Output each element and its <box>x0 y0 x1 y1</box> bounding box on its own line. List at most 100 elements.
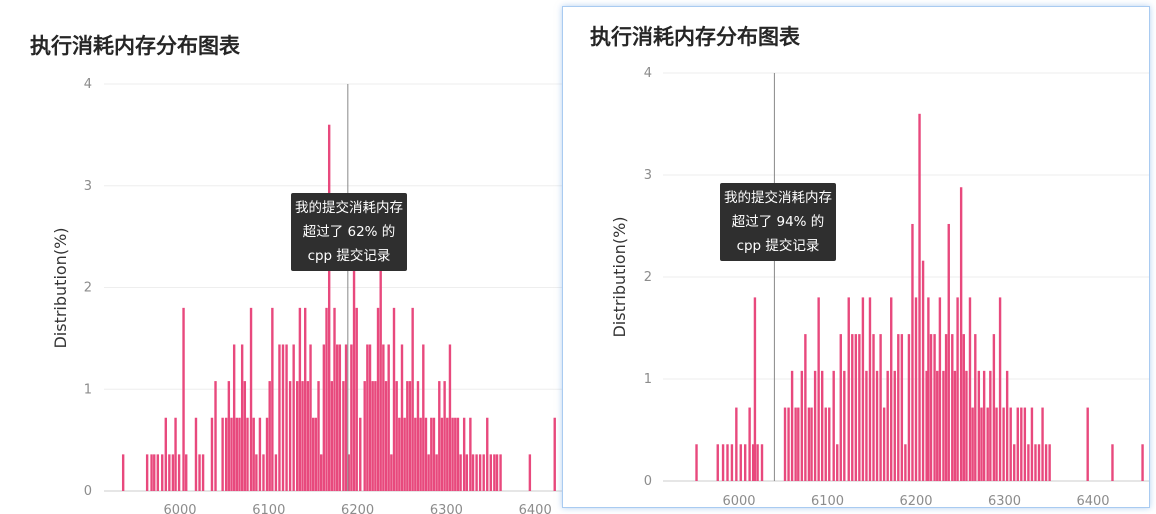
histogram-bar <box>440 417 444 491</box>
histogram-bar <box>951 334 954 481</box>
histogram-bar <box>695 444 698 481</box>
x-tick-label: 6400 <box>519 503 552 514</box>
histogram-bar <box>968 297 972 481</box>
histogram-bar <box>824 407 827 481</box>
histogram-bar <box>319 454 323 491</box>
histogram-bar <box>794 407 797 481</box>
histogram-bar <box>1016 407 1019 481</box>
histogram-bar <box>456 417 460 491</box>
chart-title: 执行消耗内存分布图表 <box>590 25 800 49</box>
histogram-bar <box>475 454 478 491</box>
histogram-bar <box>374 381 377 491</box>
histogram-bar <box>820 370 824 481</box>
histogram-bar <box>240 344 244 491</box>
histogram-bar <box>735 407 738 481</box>
histogram-bar <box>430 417 433 491</box>
tooltip-line: 我的提交消耗内存 <box>724 190 832 206</box>
histogram-bar <box>1009 407 1012 481</box>
histogram-bar <box>121 454 125 491</box>
y-tick-label: 2 <box>644 270 652 285</box>
histogram-bar <box>274 454 278 491</box>
histogram-bar <box>443 381 446 491</box>
histogram-bar <box>843 370 846 481</box>
histogram-bar <box>347 454 350 491</box>
x-tick-label: 6200 <box>899 494 932 509</box>
histogram-bar <box>495 454 499 491</box>
histogram-bar <box>918 113 921 482</box>
histogram-bar <box>400 344 404 491</box>
histogram-bar <box>942 370 945 481</box>
histogram-bar <box>1041 407 1044 481</box>
histogram-bar <box>1023 407 1027 481</box>
histogram-bar <box>350 344 353 491</box>
histogram-bar <box>301 381 304 491</box>
histogram-bar <box>156 454 159 491</box>
histogram-bar <box>944 334 948 481</box>
y-axis-label: Distribution(%) <box>610 216 629 337</box>
histogram-bar <box>817 297 820 481</box>
histogram-bar <box>335 344 339 491</box>
histogram-bar <box>783 407 787 481</box>
histogram-bar <box>914 297 918 481</box>
histogram-bar <box>986 407 989 481</box>
histogram-bar <box>790 370 794 481</box>
histogram-bar <box>333 307 336 491</box>
histogram-bar <box>1048 444 1051 481</box>
histogram-bar <box>953 370 957 481</box>
chart-panel-right: 执行消耗内存分布图表 0 1 2 3 4 6000 6100 6200 6300 6400 Dist… <box>562 6 1150 509</box>
histogram-bar <box>1086 407 1089 481</box>
histogram-bar <box>1044 444 1048 481</box>
histogram-bar <box>304 307 307 491</box>
histogram-bar <box>363 381 366 491</box>
histogram-bar <box>422 344 425 491</box>
histogram-bar <box>489 454 492 491</box>
histogram-bar <box>528 454 532 491</box>
histogram-bar <box>438 381 441 491</box>
tooltip-line: cpp 提交记录 <box>736 238 820 254</box>
histogram-bar <box>258 417 262 491</box>
histogram-bar <box>262 454 265 491</box>
x-tick-label: 6300 <box>988 494 1021 509</box>
tooltip-line: cpp 提交记录 <box>307 248 391 264</box>
histogram-bar <box>980 407 983 481</box>
histogram-bar <box>787 407 790 481</box>
x-tick-label: 6400 <box>1076 494 1109 509</box>
histogram-bar <box>486 417 489 491</box>
histogram-bar <box>897 334 900 481</box>
histogram-bar <box>995 407 998 481</box>
histogram-bar <box>451 417 454 491</box>
histogram-bar <box>246 417 249 491</box>
histogram-bar <box>281 344 285 491</box>
tooltip-line: 超过了 62% 的 <box>302 224 396 240</box>
histogram-left: 0 1 2 3 4 6000 6100 6200 6300 6400 Distribution(%) <box>51 77 580 514</box>
histogram-bar <box>411 307 414 491</box>
x-tick-label: 6200 <box>341 503 374 514</box>
y-tick-label: 3 <box>644 168 652 183</box>
histogram-bar <box>760 444 764 481</box>
histogram-bar <box>252 417 255 491</box>
histogram-bar <box>925 370 928 481</box>
histogram-bar <box>465 454 469 491</box>
histogram-bar <box>813 370 817 481</box>
histogram-bar <box>278 344 281 491</box>
x-tick-label: 6300 <box>430 503 463 514</box>
histogram-bar <box>832 370 835 481</box>
histogram-bar <box>553 417 556 491</box>
histogram-bar <box>998 297 1002 481</box>
histogram-bar <box>965 370 968 481</box>
histogram-bar <box>469 417 472 491</box>
histogram-bar <box>716 444 719 481</box>
histogram-bar <box>268 381 271 491</box>
histogram-bar <box>194 417 198 491</box>
histogram-bar <box>982 370 986 481</box>
histogram-bar <box>327 124 331 491</box>
histogram-bar <box>836 444 839 481</box>
histogram-bar <box>493 454 496 491</box>
histogram-bar <box>847 297 850 481</box>
histogram-bar <box>368 344 372 491</box>
histogram-bar <box>210 417 214 491</box>
histogram-bar <box>232 344 236 491</box>
histogram-bar <box>929 334 933 481</box>
histogram-bar <box>296 381 299 491</box>
histogram-bar <box>292 344 295 491</box>
